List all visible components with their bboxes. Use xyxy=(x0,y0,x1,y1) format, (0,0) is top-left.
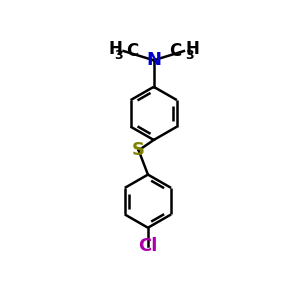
Text: Cl: Cl xyxy=(138,237,158,255)
Text: S: S xyxy=(132,141,145,159)
Text: H: H xyxy=(109,40,122,58)
Text: N: N xyxy=(146,51,161,69)
Text: 3: 3 xyxy=(185,49,194,62)
Text: C: C xyxy=(126,42,138,60)
Text: C: C xyxy=(169,42,182,60)
Text: 3: 3 xyxy=(114,49,122,62)
Text: H: H xyxy=(185,40,199,58)
